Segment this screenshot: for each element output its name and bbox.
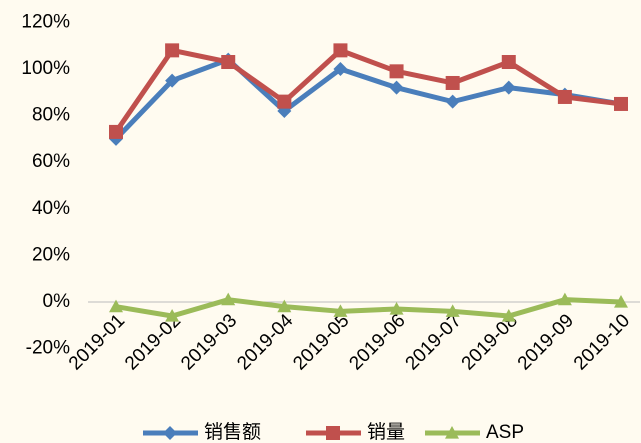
data-point [333, 304, 348, 317]
x-tick-label: 2019-01 [65, 310, 129, 374]
data-point [277, 94, 292, 109]
series-line [113, 47, 622, 134]
y-tick-label: 60% [32, 151, 70, 172]
data-point [614, 295, 628, 308]
data-point [389, 301, 404, 315]
y-tick-label: 0% [43, 291, 71, 312]
y-tick-label: 80% [32, 105, 70, 126]
data-point [501, 80, 516, 95]
x-tick-label: 2019-06 [345, 310, 409, 374]
data-point [501, 308, 516, 322]
y-tick-label: 20% [32, 244, 70, 265]
x-tick-label: 2019-10 [570, 310, 634, 374]
legend-label: 销量 [367, 421, 405, 443]
data-point [445, 75, 460, 90]
series-line [115, 297, 622, 319]
data-point [557, 89, 572, 104]
data-point [389, 64, 404, 79]
y-tick-label: 40% [32, 198, 70, 219]
data-point [445, 304, 460, 317]
series-line [114, 57, 622, 141]
x-tick-label: 2019-07 [402, 310, 466, 374]
data-point [557, 292, 572, 306]
legend-label: 销售额 [204, 421, 261, 443]
data-point [165, 73, 180, 88]
legend-label: ASP [486, 422, 524, 443]
y-tick-label: -20% [26, 338, 70, 359]
data-point [109, 124, 123, 139]
data-point [277, 299, 292, 313]
data-point [333, 62, 348, 76]
x-tick-label: 2019-05 [289, 310, 353, 374]
x-tick-label: 2019-03 [177, 310, 241, 374]
data-point [389, 80, 404, 95]
data-point [445, 94, 460, 109]
legend-marker [326, 426, 340, 440]
data-point [221, 292, 236, 306]
legend-marker [163, 426, 177, 440]
legend-marker [445, 426, 459, 439]
data-point [221, 55, 236, 70]
y-tick-label: 120% [21, 11, 70, 32]
data-point [333, 43, 348, 58]
data-point [165, 308, 180, 322]
data-point [501, 55, 516, 70]
y-tick-label: 100% [21, 58, 70, 79]
data-point [165, 43, 180, 58]
x-tick-label: 2019-04 [233, 310, 297, 374]
data-point [109, 299, 123, 313]
data-point [614, 96, 628, 111]
x-tick-label: 2019-09 [514, 310, 578, 374]
